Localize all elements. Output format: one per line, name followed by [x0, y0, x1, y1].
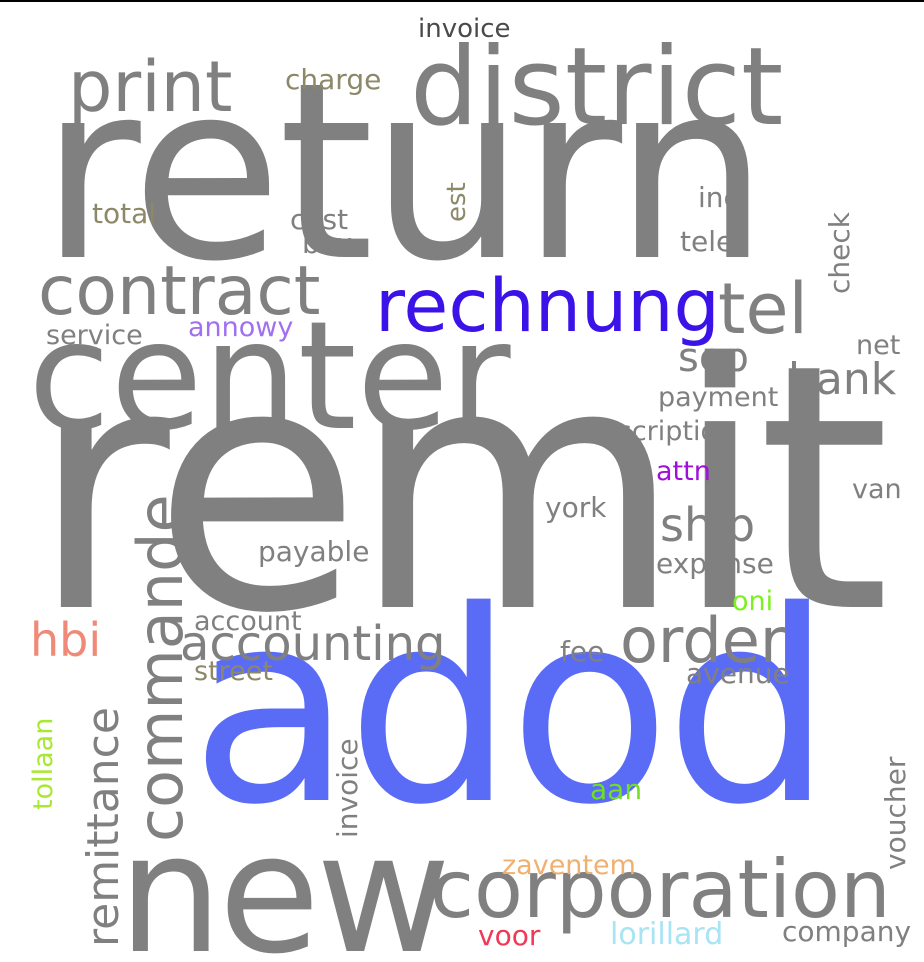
word-box: box: [302, 227, 353, 260]
word-inc: inc: [698, 181, 739, 214]
word-remit: remit: [30, 292, 890, 688]
word-est: est: [442, 182, 472, 222]
word-street: street: [194, 656, 273, 687]
word-order: order: [620, 604, 786, 677]
word-van: van: [852, 474, 902, 505]
word-bank: bank: [788, 354, 897, 405]
word-york: york: [545, 491, 607, 524]
word-center: center: [28, 290, 511, 464]
word-voucher: voucher: [879, 756, 912, 870]
word-invoice-vertical: invoice: [331, 738, 364, 838]
word-tel: tel: [718, 268, 808, 350]
word-description: description: [584, 416, 735, 447]
word-adod: adod: [190, 555, 833, 863]
word-total: total: [92, 197, 157, 230]
word-remittance: remittance: [78, 707, 129, 947]
word-accounting: accounting: [180, 616, 446, 672]
word-service: service: [46, 320, 143, 351]
word-print: print: [68, 46, 233, 128]
word-attn: attn: [656, 456, 711, 487]
word-avenue: avenue: [686, 657, 790, 690]
word-company: company: [782, 915, 912, 948]
word-payable: payable: [258, 535, 370, 568]
word-account: account: [194, 606, 302, 637]
word-net: net: [856, 330, 901, 361]
word-charge: charge: [285, 63, 382, 96]
word-district: district: [410, 25, 784, 150]
word-sep: sep: [678, 335, 749, 381]
word-new: new: [118, 798, 451, 962]
word-corporation: corporation: [430, 843, 891, 936]
word-voor: voor: [478, 919, 541, 952]
word-check: check: [823, 212, 856, 294]
word-fee: fee: [560, 635, 605, 668]
word-invoice-top: invoice: [418, 14, 511, 44]
word-aan: aan: [590, 773, 643, 806]
word-lorillard: lorillard: [610, 917, 724, 952]
word-payment: payment: [658, 382, 779, 413]
word-tollaan: tollaan: [28, 717, 59, 810]
word-rechnung: rechnung: [375, 264, 720, 349]
word-ship: ship: [660, 498, 756, 552]
word-expense: expense: [656, 547, 774, 580]
word-annowy: annowy: [188, 312, 294, 343]
word-zaventem: zaventem: [502, 850, 636, 881]
word-oni: oni: [732, 586, 774, 617]
word-hbi: hbi: [30, 613, 102, 667]
word-telex: telex: [680, 225, 750, 258]
word-cost: cost: [290, 203, 349, 236]
word-return: return: [40, 30, 769, 315]
word-contract: contract: [38, 252, 321, 331]
